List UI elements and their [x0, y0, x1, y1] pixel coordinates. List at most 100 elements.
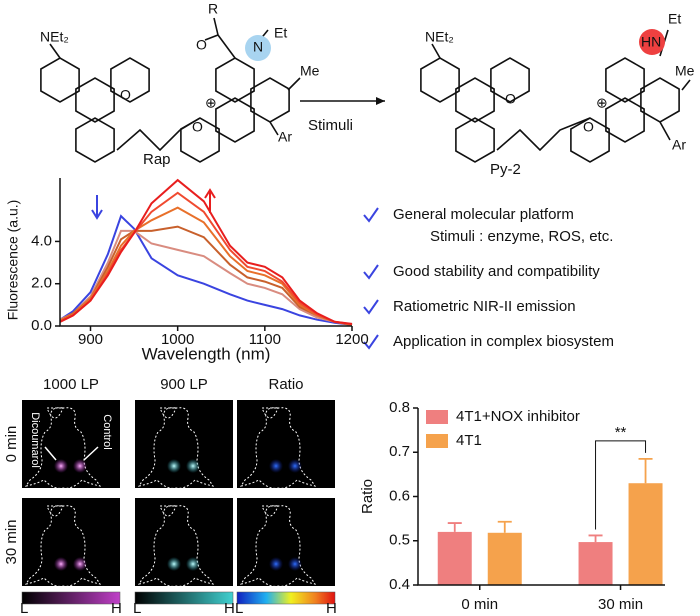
atom-label: Ar	[278, 129, 292, 145]
scale-high: H	[224, 600, 235, 616]
atom-label: Me	[300, 63, 320, 79]
mouse-outline	[24, 505, 102, 587]
bar	[437, 531, 472, 585]
atom-label: NEt₂	[40, 29, 69, 45]
y-tick-label: 0.4	[389, 576, 410, 593]
x-tick-label: 30 min	[598, 596, 643, 613]
colorbar	[21, 591, 121, 605]
ring	[75, 117, 115, 163]
compound-name: Rap	[143, 151, 171, 168]
ring	[215, 57, 255, 103]
ring	[640, 77, 680, 123]
charge: ⊕	[596, 95, 608, 111]
checkmark	[363, 264, 379, 280]
row-title: 30 min	[3, 519, 20, 564]
decrease-arrow	[91, 195, 103, 220]
row-title: 0 min	[3, 426, 20, 463]
compound-name: Py-2	[490, 161, 521, 178]
y-tick-label: 0.0	[31, 317, 52, 334]
signal	[288, 459, 302, 473]
y-tick-label: 0.5	[389, 532, 410, 549]
checkmark	[363, 207, 379, 223]
atom-label: N	[253, 39, 263, 55]
signal	[186, 557, 200, 571]
mouse-outline	[137, 505, 215, 587]
checkmark	[363, 334, 379, 350]
column-title: 1000 LP	[43, 376, 99, 393]
atom-label: HN	[641, 34, 661, 50]
increase-arrow	[204, 188, 216, 213]
ring	[420, 57, 460, 103]
feature-list: General molecular platform Stimuli : enzy…	[363, 206, 614, 350]
mouse-outline	[24, 407, 102, 489]
x-tick-label: 1200	[335, 331, 368, 348]
label: Control	[101, 414, 113, 449]
atom-label: O	[120, 87, 131, 103]
ring	[490, 57, 530, 103]
mouse-outline	[239, 407, 317, 489]
legend-swatch	[426, 434, 448, 448]
colorbar	[236, 591, 336, 605]
y-tick-label: 0.6	[389, 487, 410, 504]
signal	[269, 557, 283, 571]
spectrum-line	[59, 229, 353, 326]
image	[22, 400, 120, 488]
spectrum-line	[59, 225, 353, 326]
ring	[605, 97, 645, 143]
spectrum-line	[59, 206, 353, 326]
x-tick-label: 900	[78, 331, 103, 348]
error-bar	[588, 534, 603, 543]
image	[237, 498, 335, 586]
scale-high: H	[326, 600, 337, 616]
signal	[73, 557, 87, 571]
y-axis-label: Fluorescence (a.u.)	[5, 200, 21, 321]
ring	[570, 117, 610, 163]
pointer	[44, 446, 99, 461]
column-title: Ratio	[268, 376, 303, 393]
legend-label: 4T1+NOX inhibitor	[456, 408, 580, 425]
ring	[75, 77, 115, 123]
charge: ⊕	[205, 95, 217, 111]
bar	[578, 542, 613, 585]
signal	[288, 557, 302, 571]
error-bar	[497, 520, 512, 533]
ring	[605, 57, 645, 103]
x-tick-label: 1000	[161, 331, 194, 348]
scale-high: H	[111, 600, 122, 616]
x-axis-label: Wavelength (nm)	[142, 344, 271, 363]
feature: Good stability and compatibility	[393, 263, 600, 280]
feature: Ratiometric NIR-II emission	[393, 298, 576, 315]
image	[135, 498, 233, 586]
spectrum-line	[59, 178, 353, 325]
feature: Application in complex biosystem	[393, 333, 614, 350]
checkmark	[363, 299, 379, 315]
atom-label: Ar	[672, 137, 686, 153]
y-tick-label: 4.0	[31, 232, 52, 249]
image	[22, 498, 120, 586]
ring	[250, 77, 290, 123]
mouse-outline	[239, 505, 317, 587]
atom-label: O	[505, 91, 516, 107]
atom-label: Et	[668, 11, 681, 27]
bar	[628, 483, 663, 585]
atom-label: Et	[274, 25, 287, 41]
ring	[215, 97, 255, 143]
atom-label: O	[583, 119, 594, 135]
significance: **	[615, 424, 627, 441]
scale-low: L	[133, 600, 141, 616]
ring	[110, 57, 150, 103]
y-tick-label: 2.0	[31, 275, 52, 292]
spectrum-line	[59, 214, 353, 326]
signal	[167, 459, 181, 473]
axes	[417, 408, 665, 586]
error-bar	[447, 522, 462, 532]
significance-bracket	[595, 440, 647, 530]
x-tick-label: 0 min	[461, 596, 498, 613]
signal	[54, 557, 68, 571]
atom-label: O	[192, 119, 203, 135]
highlight	[639, 29, 665, 55]
arrowhead	[376, 97, 385, 105]
signal	[269, 459, 283, 473]
